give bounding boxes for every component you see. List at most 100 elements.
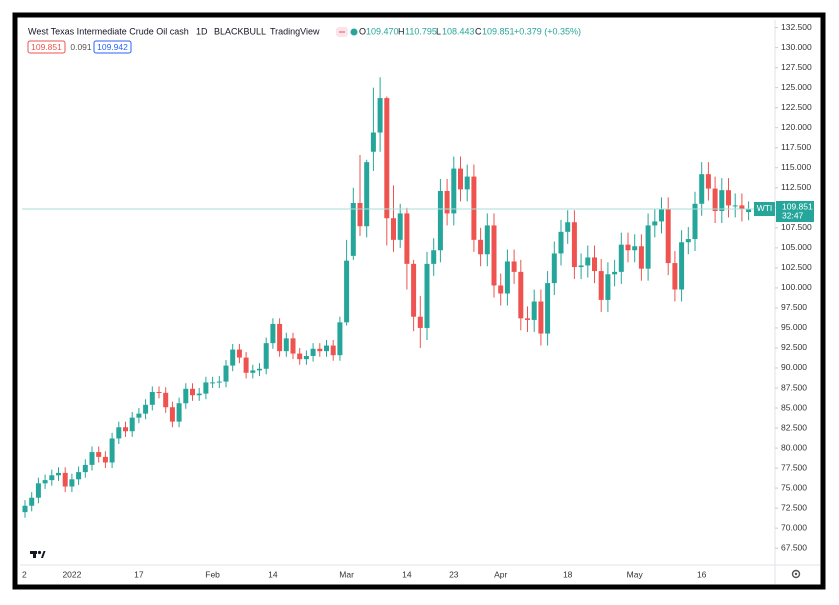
y-tick-label: 122.500 bbox=[781, 102, 812, 112]
candle-body bbox=[42, 480, 48, 484]
y-tick-label: 132.500 bbox=[781, 22, 812, 32]
candle-body bbox=[210, 382, 216, 384]
candle-body bbox=[196, 393, 202, 396]
ohlc-value: 109.851 bbox=[482, 26, 515, 36]
candle-body bbox=[525, 318, 530, 320]
candle-body bbox=[451, 168, 457, 214]
candle-body bbox=[169, 407, 175, 422]
ask-box[interactable] bbox=[93, 40, 132, 54]
candle-body bbox=[437, 190, 443, 251]
x-tick-label: 2022 bbox=[62, 569, 81, 579]
candle-body bbox=[149, 392, 155, 405]
bid-box[interactable] bbox=[27, 40, 66, 54]
candle-body bbox=[350, 203, 356, 256]
candle-body bbox=[230, 349, 236, 366]
candle-body bbox=[605, 274, 611, 300]
candle-body bbox=[498, 285, 504, 294]
candle-body bbox=[143, 404, 149, 414]
y-tick-label: 92.500 bbox=[781, 342, 807, 352]
symbol-tag-label: WTI bbox=[757, 203, 773, 213]
candle-body bbox=[719, 190, 725, 212]
candle-body bbox=[263, 343, 269, 369]
candle-body bbox=[89, 452, 95, 465]
candle-body bbox=[290, 338, 296, 354]
candle-body bbox=[545, 283, 551, 334]
candle-body bbox=[102, 456, 108, 463]
bid[interactable]: 109.851 bbox=[31, 42, 62, 52]
y-tick-label: 130.000 bbox=[781, 42, 812, 52]
candle-body bbox=[411, 263, 417, 317]
candle-body bbox=[538, 301, 544, 334]
candle-body bbox=[518, 271, 524, 319]
candle-body bbox=[484, 225, 490, 255]
candle-body bbox=[377, 98, 383, 133]
candle-body bbox=[123, 427, 128, 432]
candle-body bbox=[297, 353, 303, 360]
change: +0.379 (+0.35%) bbox=[514, 26, 581, 36]
candle-body bbox=[672, 263, 678, 290]
candle-body bbox=[504, 261, 510, 294]
candle-body bbox=[109, 438, 115, 463]
candle-body bbox=[243, 357, 249, 373]
ohlc-label: L bbox=[436, 26, 441, 36]
candle-body bbox=[56, 472, 61, 476]
candle-body bbox=[417, 316, 423, 328]
platform: TradingView bbox=[270, 26, 320, 36]
candle-body bbox=[685, 239, 691, 243]
x-tick-label: 2 bbox=[22, 569, 27, 579]
candle-body bbox=[96, 452, 102, 457]
candle-body bbox=[216, 381, 222, 383]
candle-body bbox=[190, 388, 195, 396]
candle-body bbox=[652, 221, 658, 226]
x-tick-label: Mar bbox=[339, 569, 354, 579]
candle-body bbox=[310, 348, 316, 356]
frame bbox=[12, 12, 826, 590]
source: BLACKBULL bbox=[214, 26, 266, 36]
candle-body bbox=[397, 213, 403, 240]
candle-body bbox=[303, 355, 309, 360]
candle-body bbox=[592, 257, 597, 272]
candle-body bbox=[478, 239, 484, 255]
candle-body bbox=[585, 257, 591, 266]
candle-body bbox=[511, 261, 517, 272]
candle-body bbox=[444, 190, 450, 214]
x-tick-label: May bbox=[627, 569, 644, 579]
x-tick-label: 23 bbox=[449, 569, 459, 579]
y-tick-label: 125.000 bbox=[781, 82, 812, 92]
y-tick-label: 100.000 bbox=[781, 282, 812, 292]
tv-logo bbox=[30, 550, 46, 558]
y-tick-label: 90.000 bbox=[781, 362, 807, 372]
candle-body bbox=[22, 505, 28, 513]
candle-body bbox=[257, 368, 262, 371]
status-dot bbox=[350, 28, 358, 36]
candle-body bbox=[116, 427, 122, 439]
candle-body bbox=[163, 392, 169, 408]
ask[interactable]: 109.942 bbox=[97, 42, 128, 52]
candle-body bbox=[29, 497, 35, 506]
candle-body bbox=[49, 475, 55, 481]
candle-body bbox=[317, 348, 323, 352]
candle-body bbox=[136, 413, 142, 418]
y-tick-label: 117.500 bbox=[781, 142, 811, 152]
interval[interactable]: 1D bbox=[196, 26, 208, 36]
ohlc-label: O bbox=[359, 26, 366, 36]
settings-icon[interactable] bbox=[791, 569, 801, 579]
candle-body bbox=[571, 222, 577, 268]
symbol-tag bbox=[754, 201, 775, 216]
candle-body bbox=[732, 205, 738, 207]
y-tick-label: 87.500 bbox=[781, 382, 807, 392]
y-tick-label: 72.500 bbox=[781, 502, 807, 512]
y-tick-label: 75.000 bbox=[781, 482, 807, 492]
candle-body bbox=[404, 213, 410, 264]
candle-body bbox=[638, 246, 644, 269]
candle-body bbox=[618, 244, 624, 272]
candles bbox=[22, 77, 752, 518]
candle-body bbox=[223, 365, 229, 382]
candle-body bbox=[558, 231, 564, 254]
candle-body bbox=[491, 225, 497, 286]
candle-body bbox=[82, 464, 88, 473]
candle-body bbox=[551, 253, 557, 284]
candle-body bbox=[270, 323, 276, 344]
candle-body bbox=[431, 250, 437, 264]
